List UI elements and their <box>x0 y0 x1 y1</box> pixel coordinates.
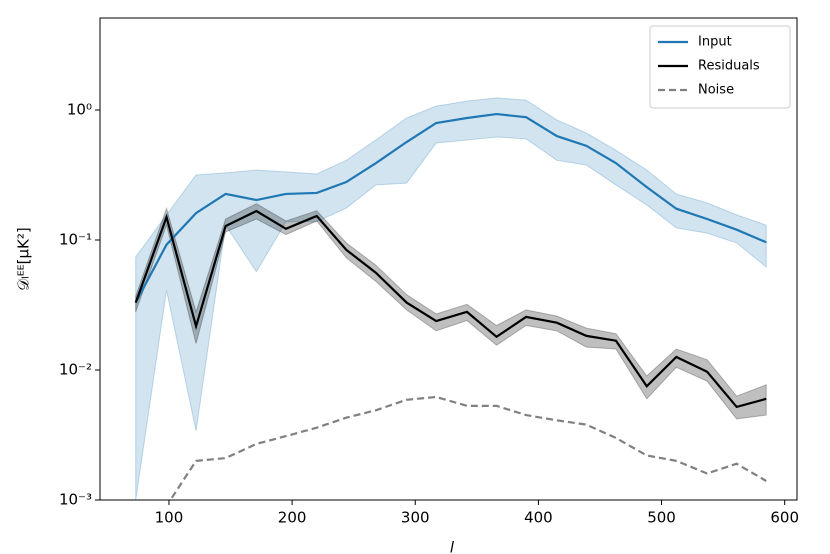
y-tick-label: 10⁻¹ <box>59 230 92 248</box>
series-line <box>134 209 767 409</box>
legend-label: Input <box>698 35 732 50</box>
x-tick-label: 600 <box>770 509 799 527</box>
x-tick-label: 400 <box>524 509 553 527</box>
plot-area <box>134 97 767 500</box>
x-tick-label: 500 <box>647 509 676 527</box>
plot-frame <box>99 17 798 501</box>
x-tick-label: 200 <box>278 509 307 527</box>
series-line <box>134 112 767 304</box>
legend-label: Residuals <box>698 59 760 74</box>
y-tick-label: 10⁰ <box>67 100 92 118</box>
series-line <box>169 395 767 500</box>
legend: Input Residuals Noise <box>649 25 791 109</box>
x-tick-label: 100 <box>155 509 184 527</box>
legend-label: Noise <box>698 83 734 98</box>
confidence-band <box>135 97 767 500</box>
legend-box <box>649 25 791 109</box>
x-axis-label: l <box>450 539 455 554</box>
y-tick-label: 10⁻³ <box>59 491 92 509</box>
y-tick-label: 10⁻² <box>59 360 92 378</box>
confidence-band <box>135 203 767 420</box>
x-tick-label: 300 <box>401 509 430 527</box>
y-axis-label: 𝒟ₗᴱᴱ[μK²] <box>15 227 33 291</box>
